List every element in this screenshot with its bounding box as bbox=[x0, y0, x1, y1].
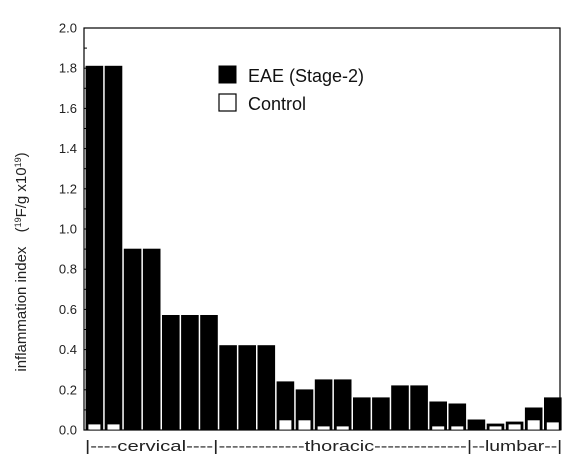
region-label-cervical: |----cervical----| bbox=[85, 438, 218, 455]
bar-control bbox=[431, 425, 445, 431]
bar-eae bbox=[238, 345, 257, 431]
y-axis-unit-open: ( bbox=[13, 227, 30, 232]
bar-control bbox=[507, 423, 522, 431]
bar-control bbox=[106, 423, 121, 431]
y-axis-unit-close: ) bbox=[13, 152, 30, 157]
y-tick-label: 2.0 bbox=[59, 21, 77, 36]
bar-eae bbox=[161, 314, 180, 431]
y-tick-label: 0.8 bbox=[59, 262, 77, 277]
bar-eae bbox=[257, 345, 276, 431]
bar-eae bbox=[104, 65, 123, 431]
bar-eae bbox=[219, 345, 237, 431]
bar-control bbox=[316, 425, 331, 431]
y-tick-label: 0.2 bbox=[59, 382, 77, 397]
y-tick-label: 0.0 bbox=[59, 423, 77, 438]
legend-swatch-eae bbox=[218, 65, 237, 84]
bar-control bbox=[87, 423, 102, 431]
bar-eae bbox=[467, 419, 486, 431]
legend-swatch-control bbox=[218, 93, 237, 112]
y-tick-label: 0.4 bbox=[59, 342, 77, 357]
legend: EAE (Stage-2) Control bbox=[218, 65, 364, 114]
bar-eae bbox=[333, 379, 352, 431]
y-axis-unit-sup2: 19 bbox=[13, 157, 23, 167]
bar-eae bbox=[391, 385, 409, 431]
bar-control bbox=[278, 419, 293, 431]
legend-label-eae: EAE (Stage-2) bbox=[248, 66, 364, 86]
bars bbox=[85, 65, 562, 431]
legend-label-control: Control bbox=[248, 94, 306, 114]
bar-control bbox=[526, 419, 541, 431]
y-axis-unit-mid: F/g x10 bbox=[13, 167, 30, 217]
y-tick-label: 1.6 bbox=[59, 101, 77, 116]
y-axis-unit-sup1: 19 bbox=[13, 217, 23, 227]
bar-eae bbox=[123, 248, 142, 431]
bar-eae bbox=[410, 385, 428, 431]
bar-control bbox=[335, 425, 350, 431]
bar-control bbox=[488, 425, 503, 431]
x-axis-regions: |----cervical----| -------------thoracic-… bbox=[85, 438, 562, 455]
region-label-thoracic: -------------thoracic-------------- bbox=[219, 438, 467, 455]
y-tick-label: 1.2 bbox=[59, 181, 77, 196]
bar-control bbox=[450, 425, 465, 431]
y-axis-ticks: 0.0 0.2 0.4 0.6 0.8 1.0 1.2 1.4 1.6 1.8 2.0 bbox=[59, 21, 90, 438]
y-axis-title: inflammation index (19F/g x1019) bbox=[13, 152, 30, 371]
bar-eae bbox=[142, 248, 161, 431]
bar-eae bbox=[352, 397, 371, 431]
y-tick-label: 1.0 bbox=[59, 222, 77, 237]
bar-control bbox=[546, 421, 560, 431]
bar-eae bbox=[181, 314, 199, 431]
bar-control bbox=[297, 419, 312, 431]
bar-eae bbox=[372, 397, 390, 431]
bar-eae bbox=[85, 65, 104, 431]
region-label-lumbar: |--lumbar--| bbox=[467, 438, 562, 455]
y-axis-label: inflammation index bbox=[13, 246, 30, 372]
bar-eae bbox=[200, 314, 218, 431]
y-tick-label: 1.8 bbox=[59, 61, 77, 76]
y-tick-label: 0.6 bbox=[59, 302, 77, 317]
y-tick-label: 1.4 bbox=[59, 141, 77, 156]
bar-eae bbox=[314, 379, 333, 431]
